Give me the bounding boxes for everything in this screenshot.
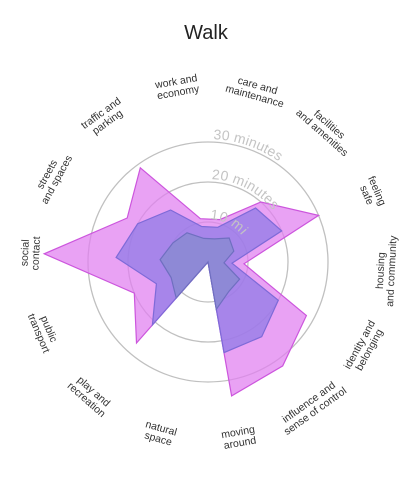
data-point-s2-11 — [156, 283, 158, 285]
data-point-s2-4 — [281, 230, 283, 232]
data-point-s2-10 — [152, 324, 154, 326]
data-point-s2-12 — [115, 257, 117, 259]
data-point-s3-3 — [228, 237, 230, 239]
data-point-s2-1 — [201, 226, 203, 228]
data-point-s2-13 — [137, 223, 139, 225]
data-point-s1-8 — [231, 395, 233, 397]
data-point-s3-8 — [216, 309, 218, 311]
data-point-s1-10 — [136, 342, 138, 344]
data-point-s3-4 — [233, 250, 235, 252]
chart-title: Walk — [184, 22, 228, 44]
data-point-s3-7 — [228, 290, 230, 292]
data-point-s3-6 — [239, 278, 241, 280]
data-point-s1-7 — [282, 365, 284, 367]
ring-label-20: 20 minutes — [211, 166, 282, 212]
data-point-s3-9 — [207, 261, 209, 263]
data-point-s3-1 — [203, 238, 205, 240]
data-point-s2-7 — [261, 336, 263, 338]
category-label-line: and community — [384, 235, 400, 307]
data-point-s1-11 — [134, 292, 136, 294]
ring-label-text-20: 20 minutes — [211, 166, 282, 212]
data-point-s1-12 — [43, 253, 45, 255]
series-polygon-3 — [159, 232, 241, 311]
data-point-s2-5 — [231, 262, 233, 264]
series-polygon-2 — [115, 207, 283, 354]
data-point-s1-13 — [126, 217, 128, 219]
data-point-s1-14 — [140, 167, 142, 169]
ring-label-30: 30 minutes — [213, 126, 286, 164]
series-layer — [42, 166, 321, 397]
data-point-s1-4 — [318, 215, 320, 217]
data-point-s1-5 — [243, 263, 245, 265]
category-label-line: around — [223, 434, 257, 452]
ring-label-text-10: 10 minutes — [0, 0, 252, 237]
data-point-s3-14 — [186, 232, 188, 234]
ring-label-text-30: 30 minutes — [213, 126, 286, 164]
data-point-s3-12 — [159, 259, 161, 261]
data-point-s1-1 — [200, 218, 202, 220]
category-label-line: social — [19, 239, 32, 266]
data-point-s2-2 — [217, 227, 219, 229]
data-point-s3-2 — [214, 238, 216, 240]
data-point-s2-14 — [170, 209, 172, 211]
data-point-s3-13 — [172, 242, 174, 244]
data-point-s2-6 — [278, 300, 280, 302]
data-point-s3-11 — [170, 277, 172, 279]
data-point-s1-6 — [306, 315, 308, 317]
category-label-line: moving — [220, 424, 256, 442]
category-label-line: housing — [374, 252, 388, 290]
data-point-s3-5 — [223, 262, 225, 264]
data-point-s2-3 — [255, 207, 257, 209]
data-point-s2-8 — [223, 352, 225, 354]
category-label-line: contact — [29, 236, 43, 270]
ring-label-10: 10 minutes — [0, 0, 252, 237]
data-point-s3-10 — [175, 297, 177, 299]
